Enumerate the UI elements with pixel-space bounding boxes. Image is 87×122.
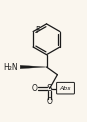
Text: Abs: Abs bbox=[60, 86, 71, 91]
Text: F: F bbox=[35, 26, 40, 35]
Text: S: S bbox=[47, 84, 52, 93]
Text: H₂N: H₂N bbox=[3, 62, 18, 71]
FancyBboxPatch shape bbox=[57, 82, 74, 94]
Polygon shape bbox=[20, 65, 47, 69]
Text: O: O bbox=[47, 97, 53, 106]
Text: O: O bbox=[32, 84, 38, 93]
